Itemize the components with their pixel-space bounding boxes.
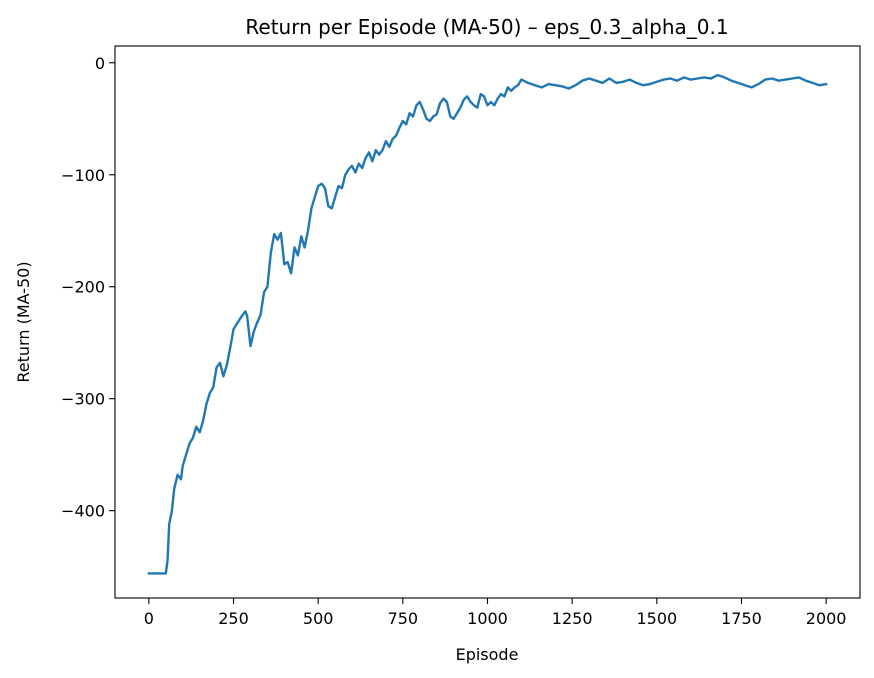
series-line-0 <box>147 73 828 575</box>
series-layer <box>147 73 828 575</box>
plot-area <box>114 45 861 599</box>
x-tick-label: 0 <box>144 609 154 628</box>
y-tick-label: −200 <box>61 278 105 297</box>
chart-title: Return per Episode (MA-50) – eps_0.3_alp… <box>245 15 728 39</box>
x-axis: 0 250 500 750 1000 1250 1500 1750 2000 <box>144 598 847 628</box>
y-axis: −400 −300 −200 −100 0 <box>61 54 115 521</box>
y-tick-label: −300 <box>61 390 105 409</box>
x-tick-label: 500 <box>303 609 334 628</box>
y-tick-label: −100 <box>61 166 105 185</box>
x-tick-label: 1750 <box>721 609 762 628</box>
y-tick-label: 0 <box>95 54 105 73</box>
x-tick-label: 1000 <box>467 609 508 628</box>
y-axis-label: Return (MA-50) <box>14 261 33 382</box>
x-tick-label: 2000 <box>806 609 847 628</box>
x-tick-label: 1500 <box>636 609 677 628</box>
x-tick-label: 750 <box>388 609 419 628</box>
y-tick-label: −400 <box>61 502 105 521</box>
x-tick-label: 250 <box>218 609 249 628</box>
x-tick-label: 1250 <box>552 609 593 628</box>
axes-frame <box>114 45 861 599</box>
x-axis-label: Episode <box>456 645 519 664</box>
